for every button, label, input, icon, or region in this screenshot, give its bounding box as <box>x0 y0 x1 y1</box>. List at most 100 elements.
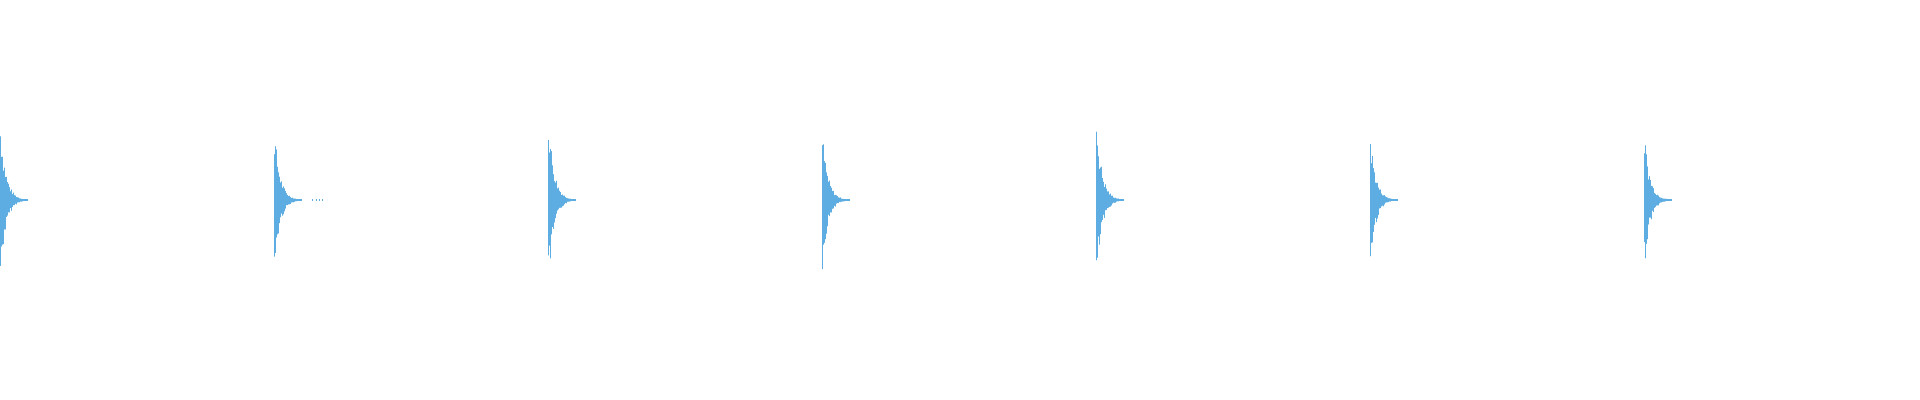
waveform-sample <box>6 176 7 217</box>
waveform-sample <box>1376 182 1377 223</box>
waveform-transient <box>822 144 850 270</box>
waveform-sample <box>1668 199 1669 201</box>
waveform-sample <box>12 194 13 208</box>
waveform-sample <box>24 199 25 201</box>
waveform-sample <box>7 182 8 216</box>
waveform-sample <box>549 152 550 246</box>
waveform-sample <box>1669 199 1670 201</box>
waveform-sample <box>1662 198 1663 202</box>
waveform-sample <box>1387 197 1388 203</box>
waveform-sample <box>849 199 850 201</box>
waveform-sample <box>845 199 846 201</box>
waveform-sample <box>10 191 11 209</box>
waveform-sample <box>290 197 291 204</box>
waveform-sample <box>294 198 295 202</box>
waveform-sample <box>1373 168 1374 232</box>
waveform-sample <box>287 194 288 206</box>
waveform-sample <box>295 198 296 202</box>
waveform-sample <box>1104 186 1105 218</box>
waveform-sample <box>1117 198 1118 202</box>
waveform-sample <box>1390 198 1391 202</box>
waveform-sample <box>1644 153 1645 243</box>
waveform-sample <box>550 149 551 259</box>
waveform-sample <box>839 197 840 202</box>
waveform-sample <box>1648 179 1649 225</box>
waveform-sample <box>823 144 824 245</box>
waveform-sample <box>1379 189 1380 209</box>
waveform-sample <box>26 199 27 201</box>
waveform-sample <box>1394 199 1395 201</box>
waveform-sample <box>280 182 281 218</box>
waveform-sample <box>1097 145 1098 258</box>
waveform-sample <box>1393 199 1394 201</box>
waveform-sample <box>1650 179 1651 218</box>
waveform-sample <box>316 199 317 201</box>
waveform-transient <box>1096 131 1124 261</box>
waveform-sample <box>1375 182 1376 218</box>
waveform-sample <box>1113 197 1114 203</box>
waveform-sample <box>844 199 845 202</box>
waveform-sample <box>300 199 301 201</box>
waveform-sample <box>1380 189 1381 209</box>
waveform-sample <box>560 191 561 208</box>
waveform-sample <box>9 187 10 213</box>
waveform-sample <box>566 197 567 204</box>
waveform-sample <box>285 190 286 209</box>
waveform-sample <box>556 180 557 214</box>
waveform-sample <box>1657 194 1658 206</box>
waveform-sample <box>837 196 838 204</box>
waveform-sample <box>561 194 562 208</box>
waveform-sample <box>1115 197 1116 203</box>
waveform-sample <box>838 197 839 204</box>
waveform-sample <box>1652 186 1653 211</box>
waveform-sample <box>833 190 834 209</box>
waveform-sample <box>1103 181 1104 215</box>
waveform-sample <box>1660 197 1661 203</box>
waveform-sample <box>562 194 563 207</box>
waveform-sample <box>574 199 575 201</box>
waveform-sample <box>830 185 831 213</box>
waveform-sample <box>1121 199 1122 201</box>
waveform-sample <box>5 176 6 230</box>
waveform-sample <box>16 197 17 205</box>
waveform-sample <box>828 181 829 215</box>
waveform-sample <box>1108 191 1109 208</box>
waveform-sample <box>1099 168 1100 245</box>
waveform-sample <box>21 198 22 202</box>
waveform-sample <box>569 198 570 202</box>
waveform-sample <box>1382 195 1383 206</box>
waveform-sample <box>14 195 15 206</box>
waveform-sample <box>292 197 293 203</box>
waveform-sample <box>289 195 290 205</box>
waveform-sample <box>1098 156 1099 237</box>
waveform-sample <box>826 172 827 234</box>
waveform-sample <box>1112 195 1113 204</box>
waveform-sample <box>1 156 2 247</box>
waveform-sample <box>3 170 4 245</box>
waveform-sample <box>275 146 276 253</box>
waveform-sample <box>1388 198 1389 203</box>
waveform-sample <box>568 198 569 202</box>
waveform-sample <box>1100 167 1101 235</box>
waveform-sample <box>555 182 556 219</box>
waveform-sample <box>281 181 282 214</box>
waveform-sample <box>319 199 320 201</box>
waveform-sample <box>17 197 18 203</box>
waveform-sample <box>570 198 571 202</box>
waveform-transient <box>0 136 28 266</box>
waveform-sample <box>1370 144 1371 257</box>
waveform-sample <box>15 195 16 204</box>
waveform-sample <box>19 198 20 203</box>
waveform-sample <box>293 198 294 203</box>
waveform-sample <box>1391 198 1392 201</box>
waveform-sample <box>1396 199 1397 201</box>
waveform-sample <box>278 172 279 234</box>
waveform-sample <box>565 197 566 204</box>
waveform-sample <box>18 197 19 203</box>
waveform-sample <box>22 198 23 202</box>
waveform-sample <box>1658 195 1659 206</box>
waveform-sample <box>1646 154 1647 244</box>
waveform-sample <box>1383 195 1384 207</box>
waveform-sample <box>1670 199 1671 201</box>
